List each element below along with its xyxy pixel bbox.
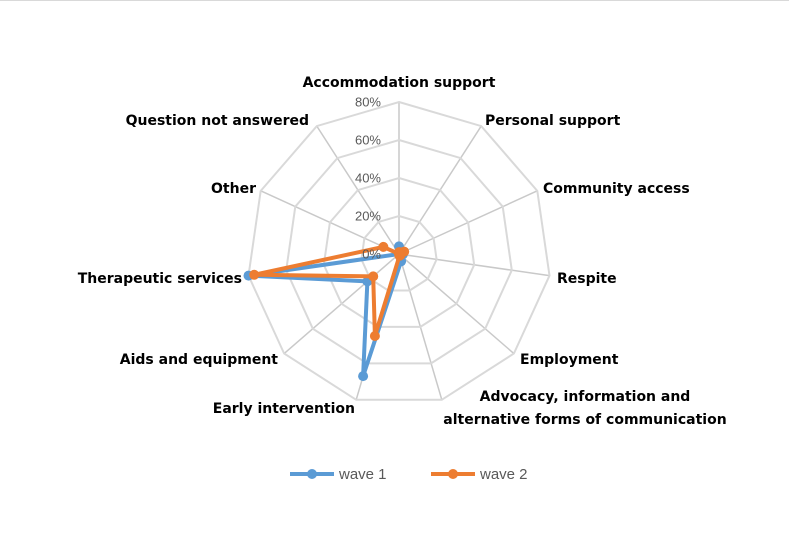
tick-label: 60% xyxy=(355,133,381,148)
data-point-wave-2 xyxy=(394,249,404,259)
legend-label-wave-2: wave 2 xyxy=(479,466,528,483)
category-label: Advocacy, information and xyxy=(480,389,691,405)
category-label: Therapeutic services xyxy=(78,271,242,287)
tick-layer: 0% 20% 40% 60% 80% xyxy=(355,95,381,262)
data-point-wave-2 xyxy=(249,269,260,280)
category-label: Other xyxy=(211,181,256,197)
category-label: Community access xyxy=(543,181,690,197)
legend-marker-wave-1 xyxy=(307,469,317,479)
legend-marker-wave-2 xyxy=(448,469,458,479)
category-label: alternative forms of communication xyxy=(443,412,726,428)
category-label-layer: Accommodation support Personal support Com… xyxy=(78,75,727,428)
tick-label: 40% xyxy=(355,171,381,186)
grid-layer xyxy=(247,100,551,401)
radar-gridline xyxy=(247,100,551,401)
legend: wave 1 wave 2 xyxy=(290,466,528,483)
category-label: Aids and equipment xyxy=(120,352,279,368)
radar-gridline xyxy=(322,176,476,328)
radar-gridline xyxy=(285,138,513,365)
legend-label-wave-1: wave 1 xyxy=(338,466,387,483)
tick-label: 0% xyxy=(362,247,381,262)
data-point-wave-2 xyxy=(368,271,379,282)
category-label: Respite xyxy=(557,271,617,287)
data-point-wave-2 xyxy=(378,241,389,252)
series-layer xyxy=(243,241,410,382)
category-label: Employment xyxy=(520,352,619,368)
category-label: Accommodation support xyxy=(303,75,496,91)
tick-label: 20% xyxy=(355,209,381,224)
tick-label: 80% xyxy=(355,95,381,110)
category-label: Early intervention xyxy=(213,401,355,417)
data-point-wave-1 xyxy=(358,371,369,382)
radar-gridline xyxy=(360,214,438,292)
category-label: Question not answered xyxy=(126,113,309,129)
data-point-wave-2 xyxy=(369,331,380,341)
category-label: Personal support xyxy=(485,113,621,129)
